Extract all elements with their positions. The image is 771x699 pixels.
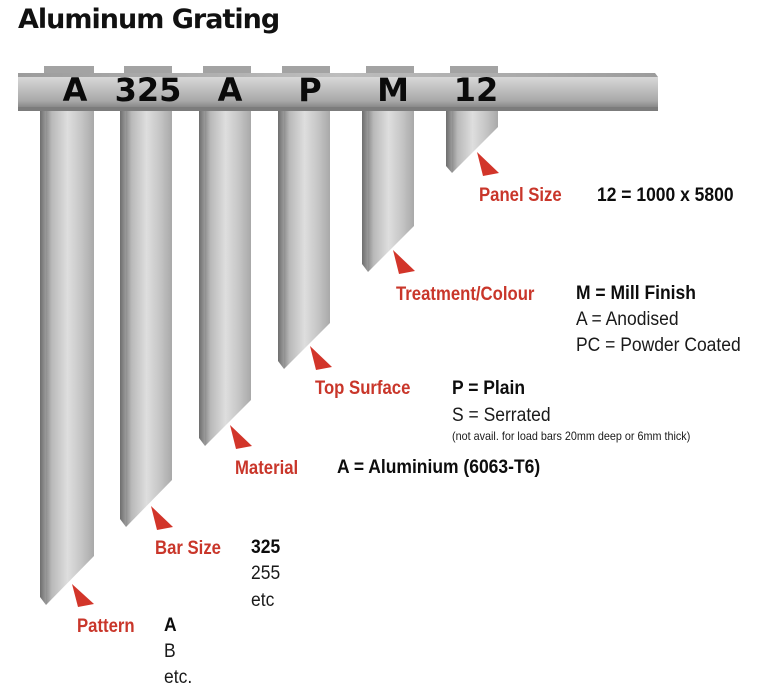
option-pattern-etc: etc.	[164, 667, 193, 688]
option-bar-size-325: 325	[251, 537, 281, 558]
load-bar-top-surface	[278, 110, 330, 369]
label-pattern: Pattern	[77, 616, 135, 637]
load-bar-panel-size	[446, 110, 498, 173]
code-bar-size: 325	[114, 71, 182, 109]
arrow-treatment	[393, 250, 415, 274]
option-material-a: A = Aluminium (6063-T6)	[337, 457, 541, 478]
code-treatment: M	[377, 71, 409, 109]
label-material: Material	[235, 458, 299, 479]
option-pattern-a: A	[164, 615, 177, 636]
label-panel-size: Panel Size	[479, 185, 562, 206]
code-material: A	[217, 71, 243, 109]
cross-rail	[18, 73, 658, 111]
option-top-surface-s: S = Serrated	[452, 405, 551, 426]
load-bar-pattern	[40, 110, 94, 605]
option-treatment-m: M = Mill Finish	[576, 283, 696, 304]
label-bar-size: Bar Size	[155, 538, 221, 559]
option-treatment-a: A = Anodised	[576, 309, 679, 330]
load-bar-material	[199, 110, 251, 446]
arrow-pattern	[72, 584, 94, 607]
option-bar-size-etc: etc	[251, 590, 275, 611]
arrow-panel-size	[477, 152, 499, 176]
page-title: Aluminum Grating	[18, 4, 280, 35]
label-treatment-colour: Treatment/Colour	[396, 284, 535, 305]
code-pattern: A	[62, 71, 88, 109]
code-top-surface: P	[298, 71, 322, 109]
arrow-material	[230, 425, 252, 449]
load-bars	[40, 110, 498, 605]
bar-tops	[44, 66, 498, 74]
pointer-arrows	[72, 152, 499, 607]
top-surface-note: (not avail. for load bars 20mm deep or 6…	[452, 429, 691, 443]
load-bar-treatment	[362, 110, 414, 272]
arrow-top-surface	[310, 346, 332, 370]
load-bar-bar-size	[120, 110, 172, 527]
arrow-bar-size	[151, 506, 173, 530]
option-panel-size-12: 12 = 1000 x 5800	[597, 185, 734, 206]
option-top-surface-p: P = Plain	[452, 378, 526, 399]
label-top-surface: Top Surface	[315, 378, 411, 399]
option-treatment-pc: PC = Powder Coated	[576, 335, 741, 356]
option-bar-size-255: 255	[251, 563, 281, 584]
code-panel-size: 12	[453, 71, 499, 109]
option-pattern-b: B	[164, 641, 176, 662]
